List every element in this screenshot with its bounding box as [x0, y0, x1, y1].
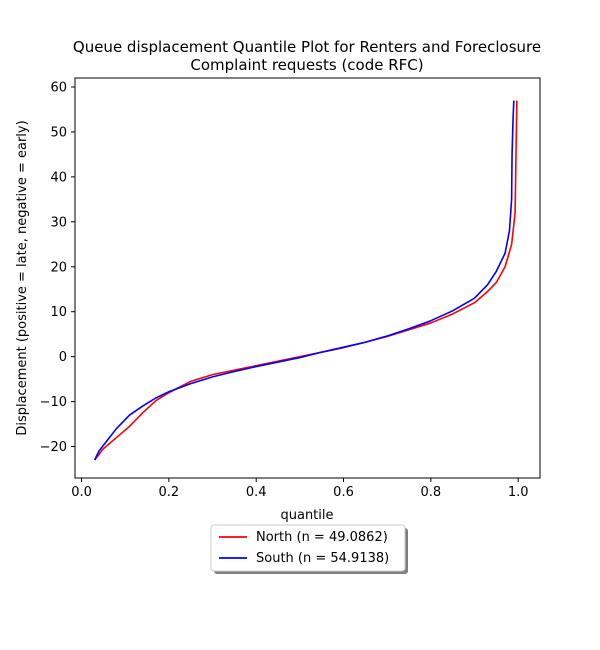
chart-title-line-2: Complaint requests (code RFC)	[190, 56, 423, 74]
legend-label-north: North (n = 49.0862)	[256, 530, 388, 545]
legend-box	[210, 524, 406, 572]
x-tick-label: 1.0	[508, 485, 529, 500]
y-axis-label: Displacement (positive = late, negative …	[15, 120, 30, 435]
plot-frame	[74, 77, 541, 479]
y-tick-label: −10	[40, 395, 67, 410]
series-line-0	[94, 100, 518, 461]
y-tick-label: 10	[50, 305, 67, 320]
y-tick-label: 20	[50, 260, 67, 275]
y-tick-label: 30	[50, 215, 67, 230]
x-tick-label: 0.6	[333, 485, 354, 500]
chart-title-line-1: Queue displacement Quantile Plot for Ren…	[73, 38, 541, 56]
x-tick-label: 0.2	[159, 485, 180, 500]
y-tick-label: −20	[40, 440, 67, 455]
x-tick-label: 0.4	[246, 485, 267, 500]
plot-lines	[93, 100, 518, 461]
axis-ticks: 0.0 0.2 0.4 0.6 0.8 1.0 −20 −10 0 10 20 30 40 50 60	[40, 80, 529, 500]
x-tick-label: 0.8	[421, 485, 442, 500]
y-tick-label: 50	[50, 125, 67, 140]
legend-label-south: South (n = 54.9138)	[256, 551, 389, 566]
x-tick-label: 0.0	[71, 485, 92, 500]
legend: North (n = 49.0862) South (n = 54.9138)	[210, 524, 408, 574]
y-tick-label: 0	[59, 350, 67, 365]
y-tick-label: 40	[50, 170, 67, 185]
series-line-1	[93, 100, 515, 461]
x-axis-label: quantile	[280, 508, 333, 523]
y-tick-label: 60	[50, 80, 67, 95]
